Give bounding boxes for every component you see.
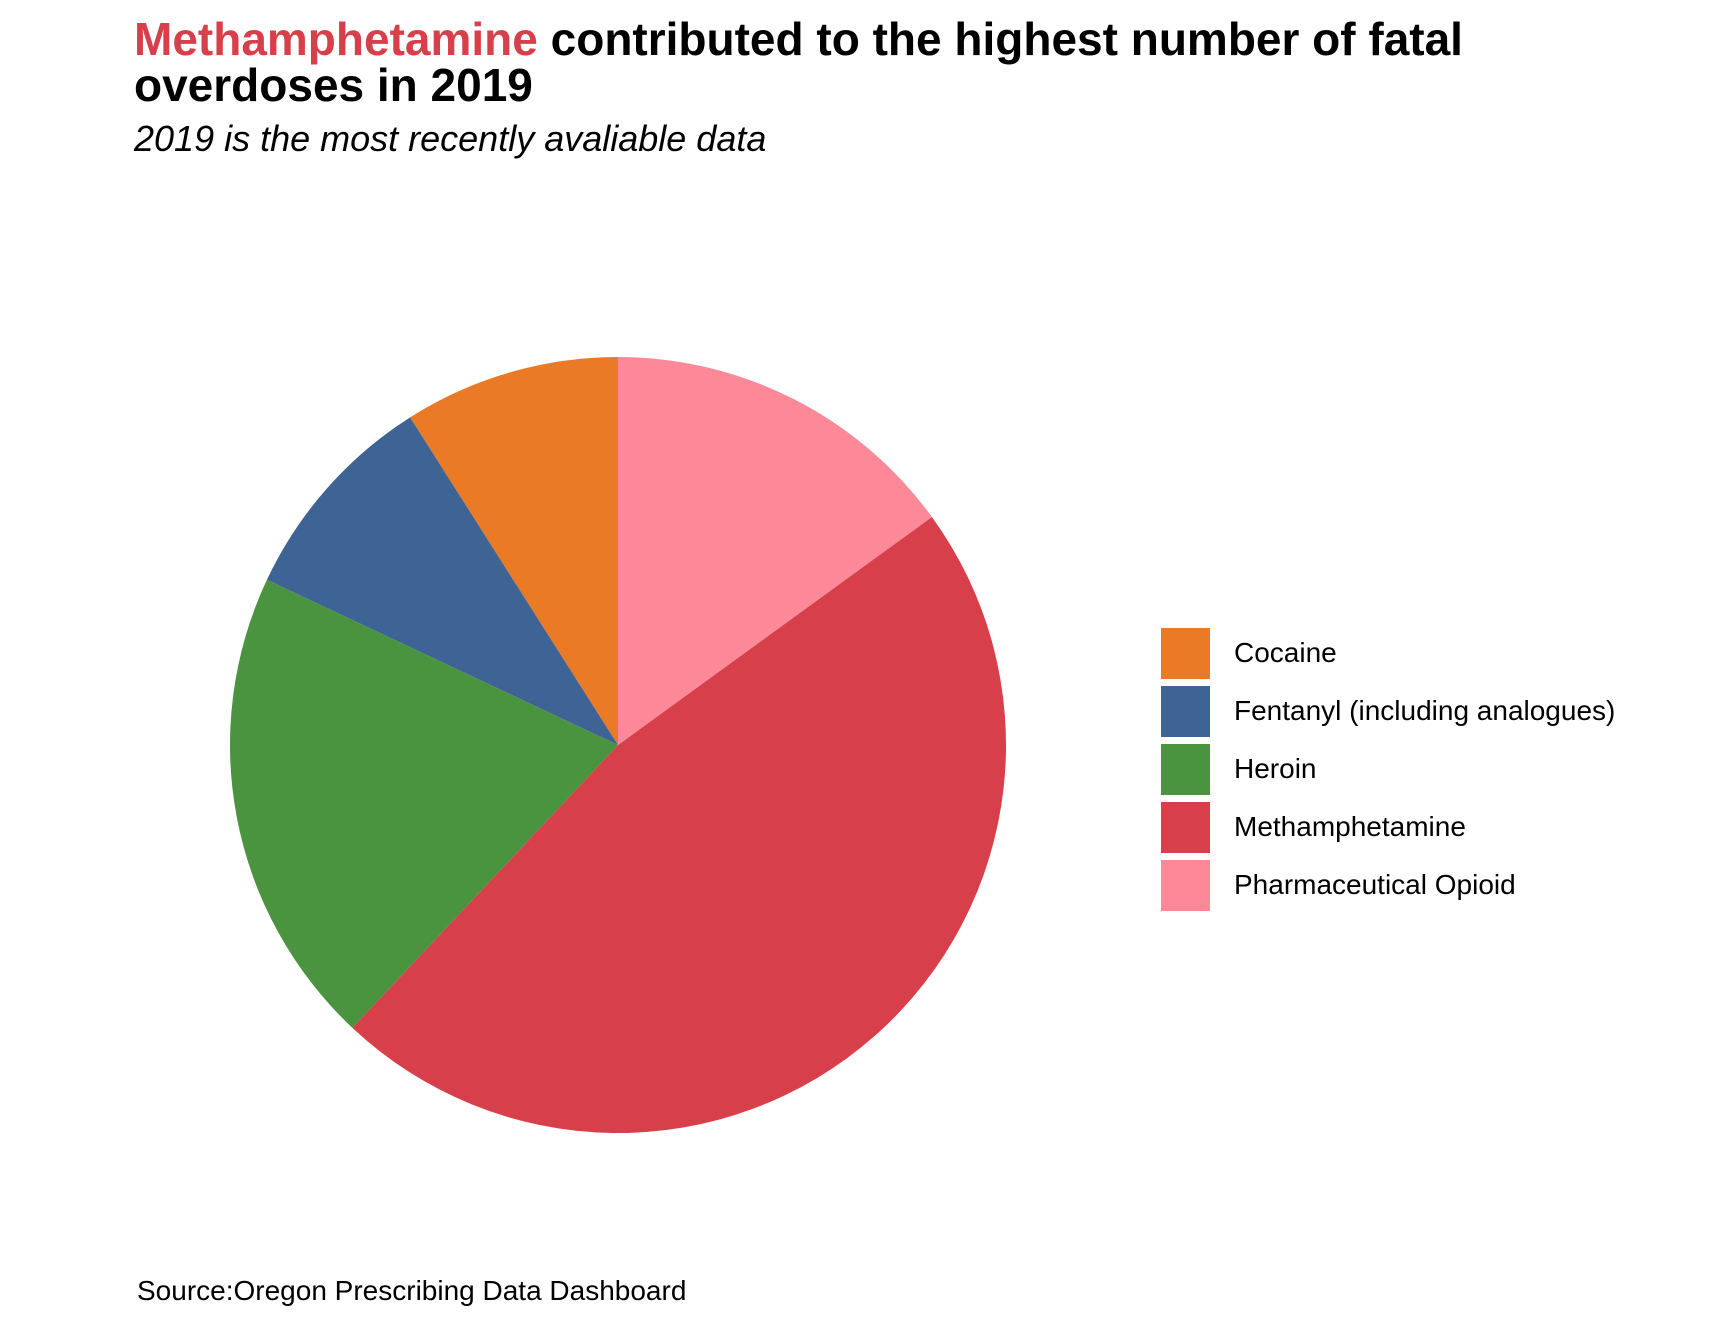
title-highlight: Methamphetamine — [134, 13, 538, 65]
legend-swatch — [1159, 625, 1212, 681]
pie-slice-pharmaceutical-opioid — [618, 357, 932, 745]
legend-swatch — [1159, 683, 1212, 739]
legend-label: Cocaine — [1234, 637, 1337, 668]
legend-label: Methamphetamine — [1234, 811, 1466, 842]
pie-slice-methamphetamine — [352, 516, 1006, 1133]
legend-swatch — [1159, 857, 1212, 913]
pie-slice-fentanyl-including-analogues — [266, 417, 618, 745]
legend-item: Heroin — [1159, 740, 1615, 798]
legend-item: Cocaine — [1159, 624, 1615, 682]
chart-title: Methamphetamine contributed to the highe… — [134, 16, 1614, 108]
pie-slice-cocaine — [410, 357, 618, 745]
legend-item: Fentanyl (including analogues) — [1159, 682, 1615, 740]
legend-item: Pharmaceutical Opioid — [1159, 856, 1615, 914]
chart-subtitle: 2019 is the most recently avaliable data — [134, 118, 767, 159]
legend-label: Pharmaceutical Opioid — [1234, 869, 1516, 900]
legend: Cocaine Fentanyl (including analogues) Her… — [1159, 624, 1615, 914]
source-caption: Source:Oregon Prescribing Data Dashboard — [137, 1275, 687, 1306]
legend-swatch — [1159, 741, 1212, 797]
title-rest: contributed to the highest number of fat… — [134, 13, 1463, 111]
legend-label: Heroin — [1234, 753, 1317, 784]
legend-swatch — [1159, 799, 1212, 855]
pie-slice-heroin — [229, 579, 618, 1028]
legend-label: Fentanyl (including analogues) — [1234, 695, 1616, 726]
legend-item: Methamphetamine — [1159, 798, 1615, 856]
